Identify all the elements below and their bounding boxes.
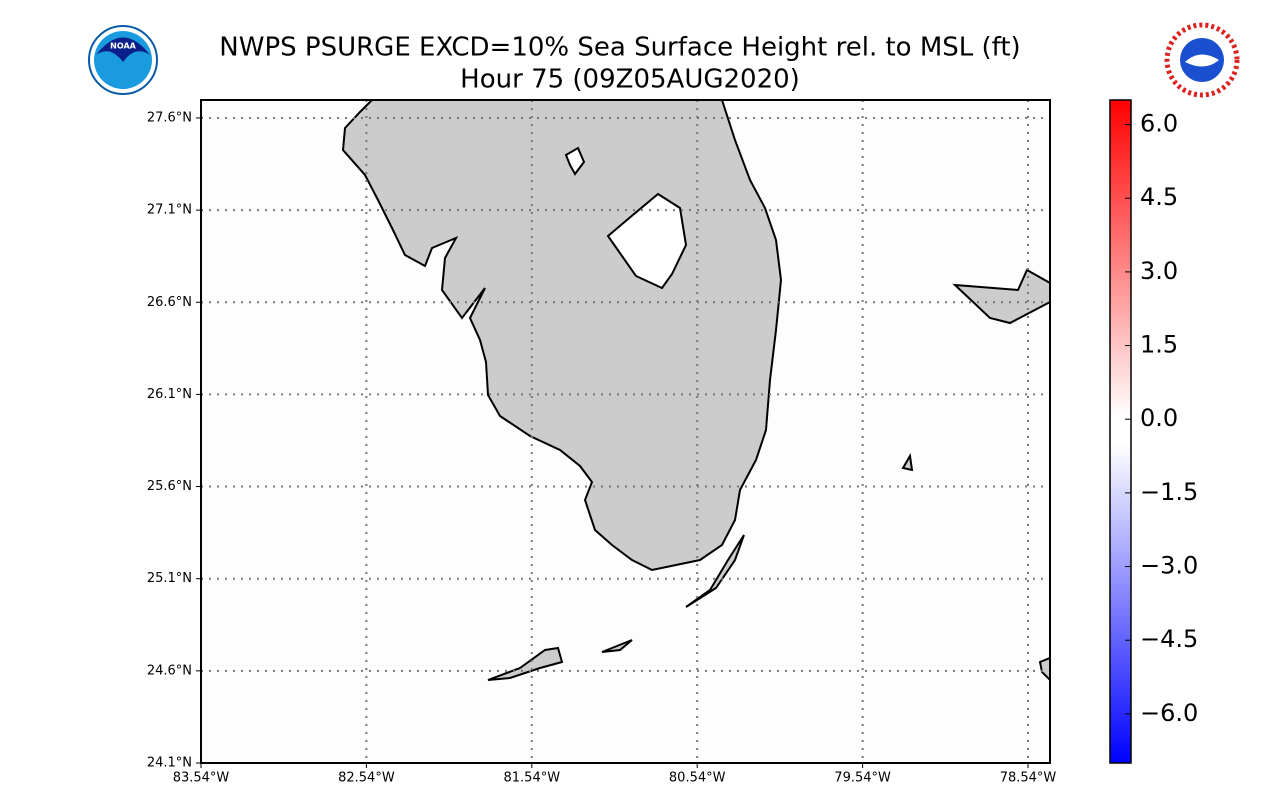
- lat-label: 27.1°N: [147, 203, 192, 218]
- lake: [564, 146, 586, 176]
- colorbar-label: −4.5: [1140, 625, 1198, 653]
- subtitle: Hour 75 (09Z05AUG2020): [460, 65, 800, 95]
- colorbar: [1109, 99, 1132, 764]
- lat-label: 24.1°N: [147, 756, 192, 771]
- colorbar-label: 3.0: [1140, 257, 1178, 285]
- colorbar-label: 4.5: [1140, 183, 1178, 211]
- lat-label: 26.6°N: [147, 295, 192, 310]
- keys: [601, 639, 633, 653]
- lat-label: 26.1°N: [147, 387, 192, 402]
- lat-label: 25.1°N: [147, 571, 192, 586]
- map: [200, 99, 1051, 764]
- nws-logo: [1164, 22, 1240, 98]
- keys: [487, 646, 564, 681]
- noaa-logo: NOAA: [88, 25, 158, 95]
- lon-label: 80.54°W: [669, 771, 726, 786]
- island: [901, 453, 914, 472]
- colorbar-label: −1.5: [1140, 478, 1198, 506]
- lat-label: 25.6°N: [147, 479, 192, 494]
- logo-text: NOAA: [110, 42, 136, 51]
- colorbar-label: −3.0: [1140, 552, 1198, 580]
- lat-label: 24.6°N: [147, 663, 192, 678]
- lon-label: 81.54°W: [504, 771, 561, 786]
- lon-label: 78.54°W: [1000, 771, 1057, 786]
- colorbar-label: −6.0: [1140, 699, 1198, 727]
- lon-label: 79.54°W: [834, 771, 891, 786]
- lat-label: 27.6°N: [147, 110, 192, 125]
- lon-label: 82.54°W: [338, 771, 395, 786]
- lon-label: 83.54°W: [173, 771, 230, 786]
- colorbar-label: 6.0: [1140, 110, 1178, 138]
- colorbar-label: 1.5: [1140, 331, 1178, 359]
- lake-okeechobee: [606, 192, 688, 290]
- colorbar-label: 0.0: [1140, 404, 1178, 432]
- title: NWPS PSURGE EXCD=10% Sea Surface Height …: [219, 33, 1020, 63]
- keys: [685, 534, 745, 608]
